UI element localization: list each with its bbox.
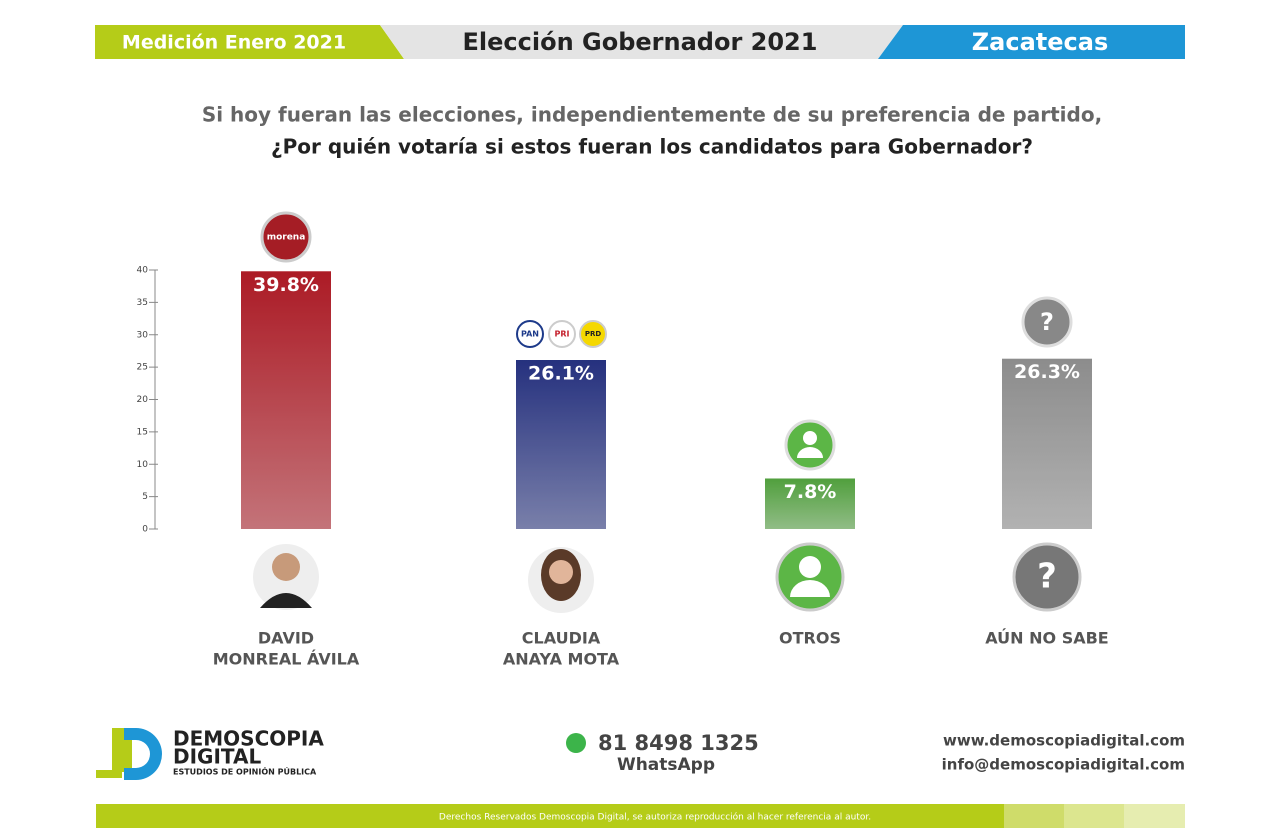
whatsapp: WhatsApp [617, 755, 715, 775]
header-left: Medición Enero 2021 [122, 32, 346, 54]
bar [516, 360, 606, 529]
header-right-bg [878, 25, 1185, 59]
pan-logo [516, 320, 544, 348]
question-line: ¿Por quién votaría si estos fueran los c… [271, 135, 1033, 159]
y-tick-label: 5 [142, 492, 148, 502]
logo-text: PRD [585, 330, 602, 338]
y-tick-label: 10 [137, 460, 149, 470]
x-label: DAVID [258, 629, 314, 648]
value-label: 7.8% [784, 481, 837, 503]
bar [765, 478, 855, 529]
tagline: ESTUDIOS DE OPINIÓN PÚBLICA [173, 766, 317, 777]
y-tick-label: 40 [137, 266, 149, 276]
y-tick-label: 35 [137, 298, 148, 308]
pri-logo [548, 320, 576, 348]
bar [241, 271, 331, 529]
x-label: ANAYA MOTA [503, 650, 620, 669]
y-tick-label: 30 [137, 330, 149, 340]
logo-text: PRI [555, 330, 570, 339]
value-label: 26.1% [528, 363, 594, 385]
header-center: Elección Gobernador 2021 [463, 28, 818, 56]
y-tick-label: 25 [137, 363, 148, 373]
logo-text: morena [267, 233, 306, 243]
icon-head [803, 431, 817, 445]
header-center-bg [380, 25, 903, 59]
icon-text: ? [1040, 308, 1054, 336]
x-label: OTROS [779, 629, 841, 648]
footer-bar [96, 804, 1004, 828]
x-label: AÚN NO SABE [985, 629, 1108, 648]
unknown-icon [1021, 296, 1073, 348]
bar-shade [241, 271, 331, 529]
brand-mark [124, 728, 162, 780]
value-label: 26.3% [1014, 361, 1080, 383]
phone: 81 8498 1325 [598, 731, 759, 755]
footer-bar [1124, 804, 1185, 828]
photo-suit [260, 593, 312, 608]
website: www.demoscopiadigital.com [943, 732, 1185, 750]
morena-logo [260, 211, 312, 263]
photo-face [272, 553, 300, 581]
header-right: Zacatecas [972, 28, 1108, 56]
bar-shade [1002, 358, 1092, 529]
icon-body [790, 580, 830, 597]
unknown-photo [1012, 542, 1082, 612]
copyright: Derechos Reservados Demoscopia Digital, … [439, 812, 871, 823]
logo-text: PAN [521, 330, 539, 339]
bar-shade [516, 360, 606, 529]
y-tick-label: 0 [142, 525, 148, 535]
brand-mark [96, 770, 122, 778]
icon-body [797, 447, 823, 458]
brand: DIGITAL [173, 745, 261, 769]
value-label: 39.8% [253, 274, 319, 296]
footer-bar [1064, 804, 1124, 828]
header-left-bg [95, 25, 404, 59]
bar [1002, 358, 1092, 529]
prd-logo [579, 320, 607, 348]
whatsapp-icon [566, 733, 586, 753]
x-label: MONREAL ÁVILA [213, 650, 360, 669]
email: info@demoscopiadigital.com [942, 756, 1185, 774]
icon-head [799, 556, 821, 578]
footer-bar [1004, 804, 1064, 828]
icon-text: ? [1037, 557, 1057, 597]
y-tick-label: 20 [137, 395, 149, 405]
bar-shade [765, 478, 855, 529]
x-label: CLAUDIA [522, 629, 601, 648]
chart: 0 5 10 15 20 25 30 35 40 39.8% DAVID MONREAL ÁVILA 2… [137, 266, 1109, 669]
question-line: Si hoy fueran las elecciones, independie… [202, 103, 1102, 127]
y-tick-label: 15 [137, 427, 148, 437]
brand: DEMOSCOPIA [173, 727, 324, 751]
photo-face [549, 560, 573, 584]
